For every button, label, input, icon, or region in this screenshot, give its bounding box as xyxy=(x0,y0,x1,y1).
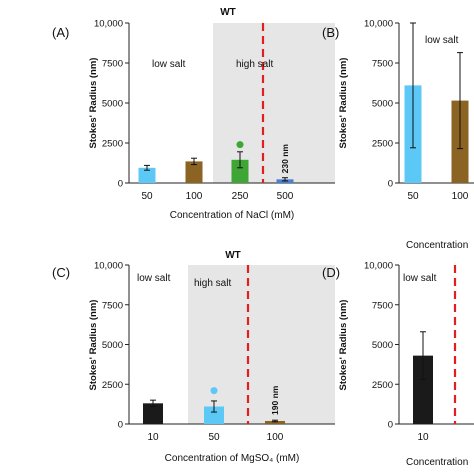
bar-annotation: 230 nm xyxy=(280,144,290,174)
panel-a: 0 2500 5000 7500 10,000 50 100 250 230 nm 500 low … xyxy=(52,7,335,221)
bar xyxy=(413,355,433,424)
region-label: low salt xyxy=(403,273,437,284)
region-label: low salt xyxy=(152,59,186,70)
panel-label: (A) xyxy=(52,25,69,40)
x-tick-label: 10 xyxy=(417,432,429,443)
bar xyxy=(204,406,224,424)
x-tick-label: 10 xyxy=(147,432,159,443)
y-tick-label: 0 xyxy=(118,179,123,190)
high-salt-region xyxy=(213,23,335,183)
y-tick-label: 2500 xyxy=(372,139,393,150)
x-axis-label: Concentration of MgSO₄ (mM) xyxy=(165,453,300,464)
x-tick-label: 50 xyxy=(208,432,220,443)
x-tick-label: 50 xyxy=(141,191,153,202)
bar-annotation: 190 nm xyxy=(270,385,280,415)
y-tick-label: 5000 xyxy=(102,99,123,110)
y-tick-label: 7500 xyxy=(102,59,123,70)
x-tick-label: 250 xyxy=(232,191,249,202)
y-tick-label: 7500 xyxy=(372,59,393,70)
y-axis-label: Stokes' Radius (nm) xyxy=(88,300,99,391)
y-tick-label: 5000 xyxy=(372,340,393,351)
y-tick-label: 0 xyxy=(118,420,123,431)
region-label: high salt xyxy=(194,278,231,289)
bar xyxy=(231,159,249,183)
bar xyxy=(138,167,156,183)
y-tick-label: 10,000 xyxy=(364,261,393,272)
y-tick-label: 7500 xyxy=(372,300,393,311)
region-label: high salt xyxy=(236,59,273,70)
chart-title: WT xyxy=(220,7,236,18)
y-tick-label: 10,000 xyxy=(364,19,393,30)
x-axis-label: Concentration xyxy=(406,240,468,251)
x-tick-label: 50 xyxy=(407,191,419,202)
y-axis-label: Stokes' Radius (nm) xyxy=(88,58,99,149)
region-label: low salt xyxy=(425,35,459,46)
y-tick-label: 0 xyxy=(388,420,393,431)
bar xyxy=(265,420,285,424)
y-tick-label: 10,000 xyxy=(94,261,123,272)
y-tick-label: 5000 xyxy=(102,340,123,351)
y-tick-label: 7500 xyxy=(102,300,123,311)
outlier-point xyxy=(210,387,218,395)
x-axis-label: Concentration of NaCl (mM) xyxy=(170,210,294,221)
x-tick-label: 100 xyxy=(452,191,469,202)
y-tick-label: 2500 xyxy=(372,380,393,391)
x-axis-label: Concentration xyxy=(406,457,468,468)
y-tick-label: 2500 xyxy=(102,139,123,150)
panel-c: 0 2500 5000 7500 10,000 10 50 190 nm 100 low salt… xyxy=(52,250,335,464)
panel-label: (C) xyxy=(52,265,70,280)
panel-b: 0 2500 5000 7500 10,000 50 100 low salt (B) Conce… xyxy=(322,19,474,251)
outlier-point xyxy=(236,141,244,149)
bar xyxy=(143,403,163,424)
y-tick-label: 10,000 xyxy=(94,19,123,30)
x-tick-label: 500 xyxy=(277,191,294,202)
y-tick-label: 5000 xyxy=(372,99,393,110)
panel-d: 0 2500 5000 7500 10,000 10 low salt (D) Concentr… xyxy=(322,261,474,468)
x-tick-label: 100 xyxy=(186,191,203,202)
panel-label: (D) xyxy=(322,265,340,280)
panel-label: (B) xyxy=(322,25,339,40)
y-tick-label: 0 xyxy=(388,179,393,190)
y-axis-label: Stokes' Radius (nm) xyxy=(338,58,349,149)
bar xyxy=(185,161,203,183)
x-tick-label: 100 xyxy=(267,432,284,443)
region-label: low salt xyxy=(137,273,171,284)
high-salt-region xyxy=(188,265,335,424)
y-tick-label: 2500 xyxy=(102,380,123,391)
chart-title: WT xyxy=(225,250,241,261)
y-axis-label: Stokes' Radius (nm) xyxy=(338,300,349,391)
